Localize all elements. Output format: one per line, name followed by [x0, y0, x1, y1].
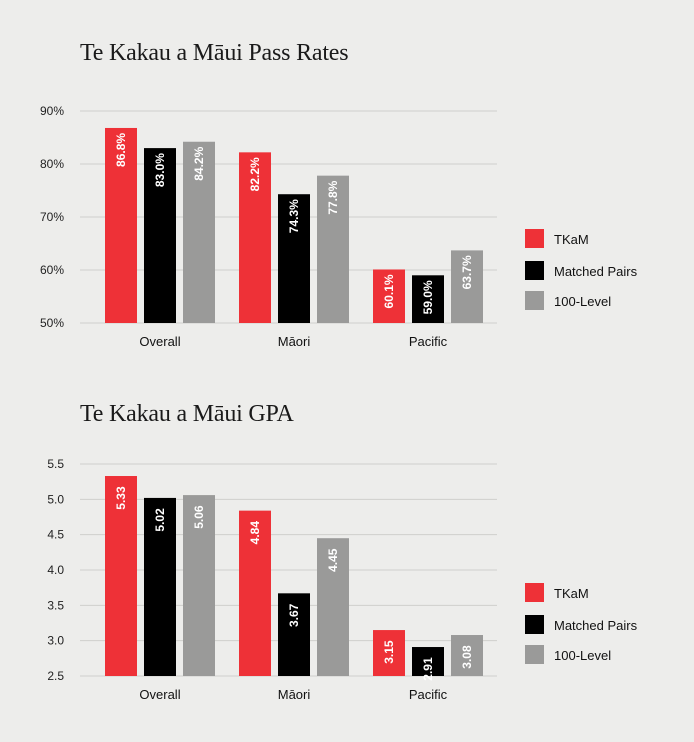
gpa-y-tick-label: 2.5	[47, 669, 64, 683]
pass-rates-data-label: 83.0%	[153, 153, 167, 187]
gpa-bar-100-level-maori	[317, 538, 349, 676]
pass-rates-legend-label: Matched Pairs	[554, 264, 638, 279]
pass-rates-data-label: 74.3%	[287, 199, 301, 233]
pass-rates-bar-100-level-maori	[317, 175, 349, 323]
pass-rates-bar-matched-pairs-maori	[278, 194, 310, 323]
gpa-chart-title: Te Kakau a Māui GPA	[80, 401, 294, 427]
pass-rates-legend-label: TKaM	[554, 232, 589, 247]
gpa-data-label: 4.84	[248, 521, 262, 545]
pass-rates-y-tick-label: 50%	[40, 316, 64, 330]
gpa-y-tick-label: 3.0	[47, 634, 64, 648]
pass-rates-bar-matched-pairs-pacific	[412, 275, 444, 323]
gpa-bar-tkam-maori	[239, 510, 271, 676]
gpa-y-tick-label: 4.5	[47, 528, 64, 542]
gpa-bar-100-level-pacific	[451, 635, 483, 676]
pass-rates-category-label: Māori	[278, 334, 311, 349]
pass-rates-bar-tkam-pacific	[373, 269, 405, 323]
pass-rates-data-label: 60.1%	[382, 274, 396, 308]
gpa-bar-100-level-overall	[183, 495, 215, 676]
gpa-bar-matched-pairs-overall	[144, 497, 176, 676]
pass-rates-bar-100-level-overall	[183, 141, 215, 323]
pass-rates-bar-tkam-overall	[105, 127, 137, 324]
gpa-category-label: Pacific	[409, 687, 448, 702]
gpa-legend-swatch-tkam	[525, 583, 544, 602]
gpa-y-tick-label: 4.0	[47, 563, 64, 577]
pass-rates-legend-label: 100-Level	[554, 294, 611, 309]
gpa-category-label: Māori	[278, 687, 311, 702]
gpa-bar-tkam-pacific	[373, 630, 405, 676]
pass-rates-bar-matched-pairs-overall	[144, 148, 176, 323]
pass-rates-bar-100-level-pacific	[451, 250, 483, 323]
pass-rates-chart-title: Te Kakau a Māui Pass Rates	[80, 40, 349, 66]
gpa-legend-swatch-100-level	[525, 645, 544, 664]
gpa-y-tick-label: 5.5	[47, 457, 64, 471]
pass-rates-data-label: 82.2%	[248, 157, 262, 191]
pass-rates-data-label: 59.0%	[421, 280, 435, 314]
gpa-data-label: 4.45	[326, 548, 340, 572]
gpa-data-label: 5.02	[153, 508, 167, 532]
gpa-bar-tkam-overall	[105, 476, 137, 676]
gpa-legend-label: TKaM	[554, 586, 589, 601]
gpa-legend-label: Matched Pairs	[554, 618, 638, 633]
gpa-legend-swatch-matched-pairs	[525, 615, 544, 634]
pass-rates-category-label: Overall	[139, 334, 180, 349]
pass-rates-data-label: 77.8%	[326, 180, 340, 214]
pass-rates-y-tick-label: 90%	[40, 104, 64, 118]
pass-rates-chart: 50% 60% 70% 80% 90% 86.8% 82.2% 60.1% 83.0% 74.3%…	[40, 104, 638, 349]
pass-rates-legend-swatch-matched-pairs	[525, 261, 544, 280]
gpa-bar-matched-pairs-maori	[278, 593, 310, 676]
gpa-data-label: 2.91	[421, 657, 435, 681]
gpa-data-label: 3.15	[382, 640, 396, 664]
pass-rates-legend-swatch-100-level	[525, 291, 544, 310]
pass-rates-data-label: 63.7%	[460, 255, 474, 289]
pass-rates-y-tick-label: 80%	[40, 157, 64, 171]
pass-rates-data-label: 84.2%	[192, 146, 206, 180]
gpa-category-label: Overall	[139, 687, 180, 702]
gpa-data-label: 3.08	[460, 645, 474, 669]
gpa-legend-label: 100-Level	[554, 648, 611, 663]
gpa-data-label: 5.33	[114, 486, 128, 510]
gpa-y-tick-label: 5.0	[47, 492, 64, 506]
gpa-data-label: 3.67	[287, 603, 301, 627]
gpa-y-tick-label: 3.5	[47, 598, 64, 612]
gpa-bar-matched-pairs-pacific	[412, 647, 444, 676]
pass-rates-legend-swatch-tkam	[525, 229, 544, 248]
pass-rates-data-label: 86.8%	[114, 133, 128, 167]
pass-rates-category-label: Pacific	[409, 334, 448, 349]
gpa-data-label: 5.06	[192, 505, 206, 529]
pass-rates-y-tick-label: 60%	[40, 263, 64, 277]
pass-rates-bar-tkam-maori	[239, 152, 271, 323]
pass-rates-y-tick-label: 70%	[40, 210, 64, 224]
